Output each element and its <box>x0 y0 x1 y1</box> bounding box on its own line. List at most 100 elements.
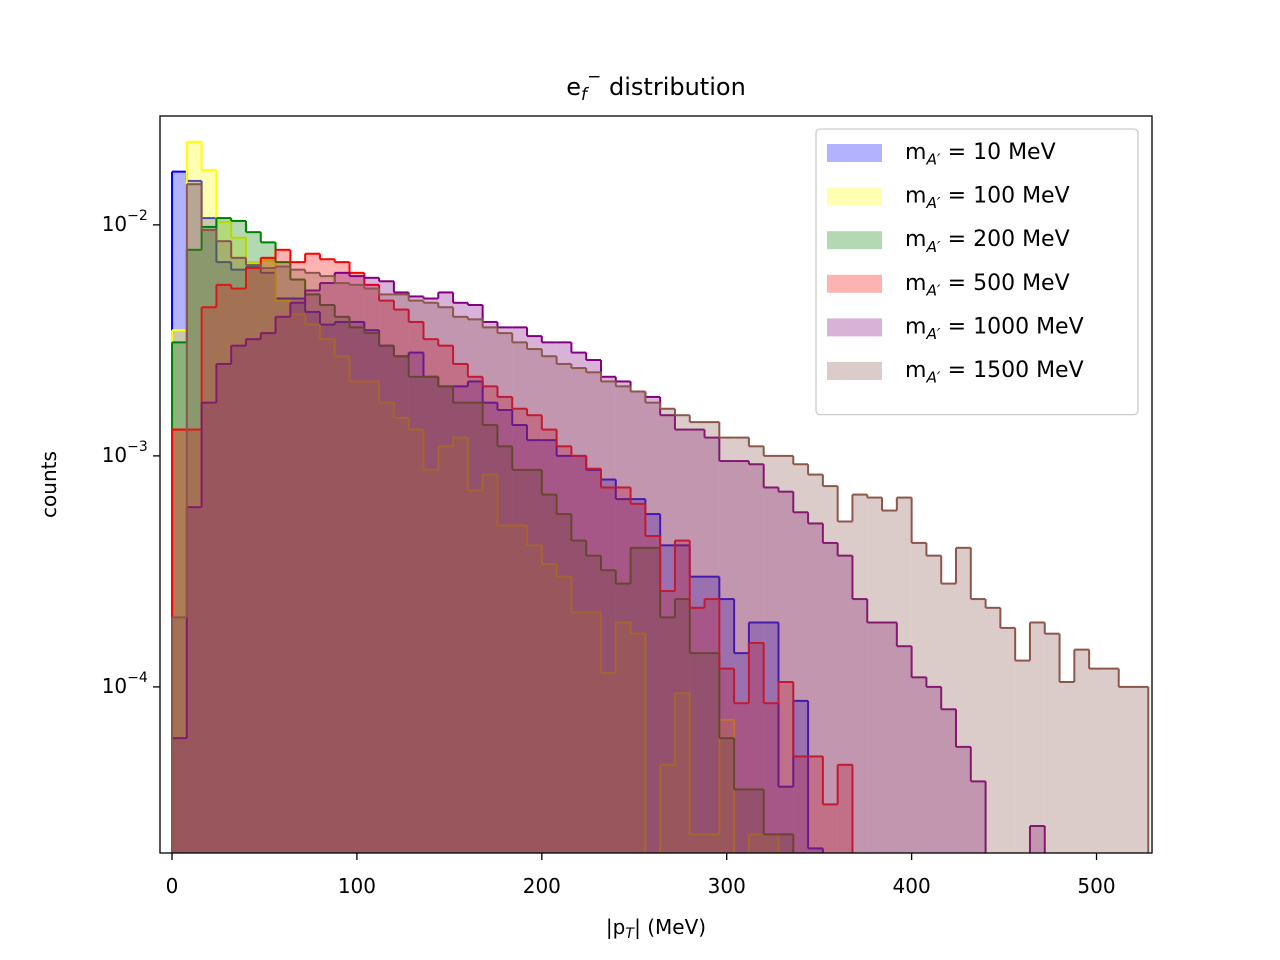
histogram-bar <box>186 184 202 853</box>
histogram-bar <box>852 599 868 853</box>
histogram-bar <box>245 232 261 853</box>
histogram-bar <box>689 834 705 853</box>
histogram-bar <box>364 333 380 853</box>
histogram-bar <box>334 321 350 853</box>
histogram-bar <box>689 429 705 853</box>
histogram-bar <box>275 298 291 853</box>
histogram-bar <box>260 272 276 853</box>
histogram-bar <box>275 316 291 853</box>
histogram-bar <box>349 276 365 853</box>
histogram-bar <box>734 703 749 853</box>
histogram-bar <box>379 402 394 853</box>
histogram-bar <box>586 468 601 853</box>
histogram-bar <box>748 642 764 853</box>
histogram-bar <box>216 262 232 853</box>
histogram-bar <box>497 327 513 853</box>
histogram-bar <box>319 283 335 853</box>
histogram-bar <box>186 180 202 853</box>
histogram-bar <box>763 703 779 853</box>
histogram-bar <box>615 622 631 853</box>
axes-frame <box>159 115 1153 854</box>
histogram-bar <box>231 237 246 853</box>
legend-box <box>815 128 1139 416</box>
histogram-bar <box>941 583 957 853</box>
histogram-bar <box>512 525 528 853</box>
histogram-bar <box>186 141 202 853</box>
histogram-bar <box>393 292 409 853</box>
histogram-bar <box>748 789 764 853</box>
histogram-bar <box>497 333 513 853</box>
histogram-bar <box>453 402 468 853</box>
histogram-bar <box>1015 660 1030 853</box>
y-axis-label: counts <box>37 451 61 518</box>
histogram-bar <box>334 283 350 853</box>
histogram-bar <box>349 321 365 853</box>
histogram-bar <box>763 834 779 853</box>
histogram-bar <box>896 646 912 853</box>
histogram-bar <box>245 268 261 853</box>
histogram-bar <box>571 455 587 853</box>
legend-label: mA′ = 500 MeV <box>905 271 1070 299</box>
histogram-bar <box>674 540 690 853</box>
histogram-bar <box>379 345 394 853</box>
histogram-bar <box>719 599 735 853</box>
histogram-bar <box>527 545 542 853</box>
histogram-bar <box>689 422 705 853</box>
histogram-bar <box>245 262 261 853</box>
histogram-bar <box>660 617 675 853</box>
histogram-bar <box>808 848 823 853</box>
histogram-bar <box>571 455 587 853</box>
histogram-bar <box>319 324 335 853</box>
histogram-bar <box>556 342 572 853</box>
histogram-bar <box>763 834 779 853</box>
histogram-bar <box>172 330 187 853</box>
histogram-bar <box>763 455 779 853</box>
histogram-bar <box>1133 686 1149 853</box>
histogram-bar <box>260 260 276 853</box>
histogram-bar <box>645 402 661 853</box>
legend-label: mA′ = 10 MeV <box>905 140 1056 168</box>
histogram-bar <box>201 169 217 853</box>
histogram-bar <box>689 576 705 853</box>
histogram-bar <box>689 607 705 853</box>
x-axis-label: |pT | (MeV) <box>606 915 706 943</box>
histogram-bar <box>231 257 246 853</box>
legend-swatch <box>827 144 882 162</box>
histogram-bar <box>674 429 690 853</box>
histogram-bar <box>615 386 631 853</box>
histogram-bar <box>556 514 572 853</box>
histogram-bar <box>719 437 735 853</box>
histogram-bar <box>852 494 868 853</box>
histogram-bar <box>837 521 853 853</box>
histogram-bar <box>556 576 572 853</box>
histogram-bar <box>719 719 735 853</box>
histogram-bar <box>541 564 557 853</box>
histogram-bar <box>615 583 631 853</box>
histogram-bar <box>600 376 616 853</box>
histogram-bar <box>837 764 853 853</box>
histogram-bar <box>630 547 646 853</box>
histogram-bar <box>260 268 276 853</box>
histogram-bar <box>867 497 883 853</box>
y-tick-label: 10−2 <box>102 208 148 236</box>
histogram-bar <box>393 294 409 853</box>
histogram-bar <box>556 446 572 853</box>
histogram-bar <box>748 622 764 853</box>
histogram-bar <box>1118 686 1134 853</box>
histogram-bar <box>453 437 468 853</box>
histogram-bar <box>290 298 306 853</box>
x-tick-label: 400 <box>893 874 931 898</box>
histogram-bar <box>512 469 528 853</box>
histogram-bar <box>674 545 690 853</box>
histogram-bar <box>438 345 454 853</box>
histogram-bar <box>645 536 661 853</box>
histogram-bar <box>334 356 350 853</box>
histogram-bar <box>674 599 690 853</box>
histogram-bar <box>423 298 439 853</box>
histogram-bar <box>911 542 927 853</box>
histogram-bar <box>408 376 424 853</box>
histogram-bar <box>541 356 557 853</box>
histogram-bar <box>660 415 675 853</box>
histogram-bar <box>379 294 394 853</box>
